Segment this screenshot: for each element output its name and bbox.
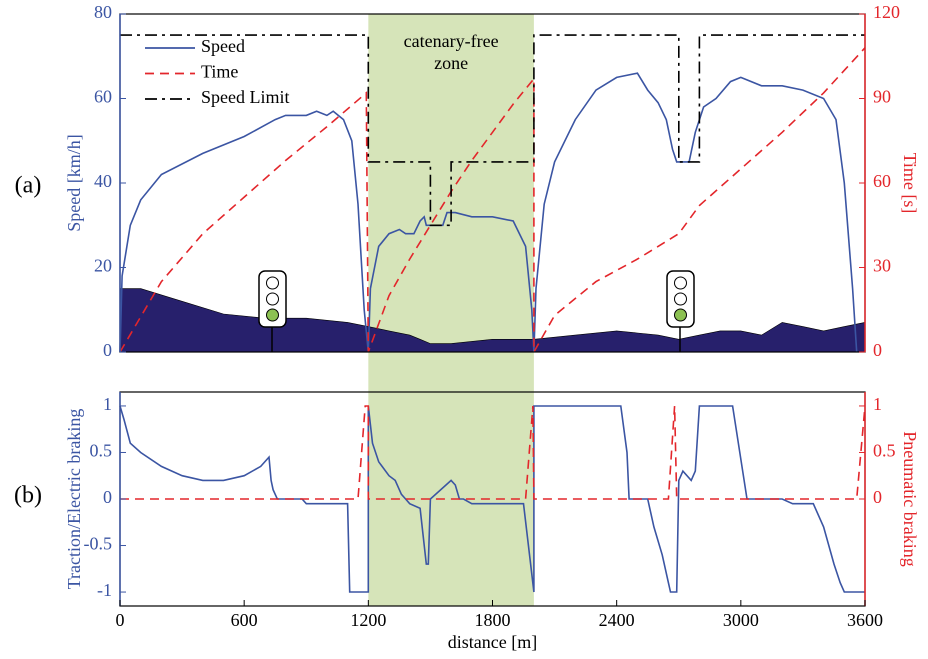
- x-tick-label: 1200: [350, 610, 386, 630]
- y-tick-label: 20: [94, 256, 112, 276]
- highlight-zone: [368, 14, 534, 606]
- legend-label: Speed Limit: [201, 87, 290, 107]
- y2-tick-label: 30: [873, 256, 891, 276]
- legend-label: Time: [201, 62, 238, 82]
- x-tick-label: 600: [231, 610, 258, 630]
- panel-label: (a): [15, 173, 42, 199]
- x-tick-label: 3600: [847, 610, 883, 630]
- y-tick-label: 1: [103, 394, 112, 414]
- y2-axis-label: Time [s]: [900, 153, 920, 214]
- y2-tick-label: 0: [873, 487, 882, 507]
- legend-label: Speed: [201, 36, 245, 56]
- line: [120, 34, 865, 227]
- y-tick-label: 40: [94, 171, 112, 191]
- y2-tick-label: 90: [873, 87, 891, 107]
- y-axis-label: Traction/Electric braking: [64, 409, 84, 590]
- x-tick-label: 1800: [475, 610, 511, 630]
- x-axis-label: distance [m]: [448, 632, 537, 652]
- y2-tick-label: 1: [873, 394, 882, 414]
- y2-axis-label: Pneumatic braking: [900, 431, 920, 566]
- traffic-light: [258, 270, 287, 352]
- y-tick-label: 80: [94, 2, 112, 22]
- panel-label: (b): [14, 483, 42, 509]
- y-axis-label: Speed [km/h]: [64, 134, 84, 231]
- traffic-light: [666, 270, 695, 352]
- y-tick-label: 0.5: [90, 441, 113, 461]
- y-tick-label: 0: [103, 340, 112, 360]
- y2-tick-label: 0: [873, 340, 882, 360]
- x-tick-label: 0: [116, 610, 125, 630]
- y-tick-label: -0.5: [84, 534, 113, 554]
- x-tick-label: 3000: [723, 610, 759, 630]
- y2-tick-label: 0.5: [873, 441, 896, 461]
- y-tick-label: 60: [94, 87, 112, 107]
- x-tick-label: 2400: [599, 610, 635, 630]
- line: [119, 72, 858, 353]
- y2-tick-label: 120: [873, 2, 900, 22]
- line: [120, 405, 866, 500]
- y-tick-label: -1: [97, 580, 112, 600]
- y-tick-label: 0: [103, 487, 112, 507]
- line: [119, 405, 865, 593]
- line: [119, 47, 866, 356]
- zone-label: catenary-free zone: [403, 31, 499, 73]
- y2-tick-label: 60: [873, 171, 891, 191]
